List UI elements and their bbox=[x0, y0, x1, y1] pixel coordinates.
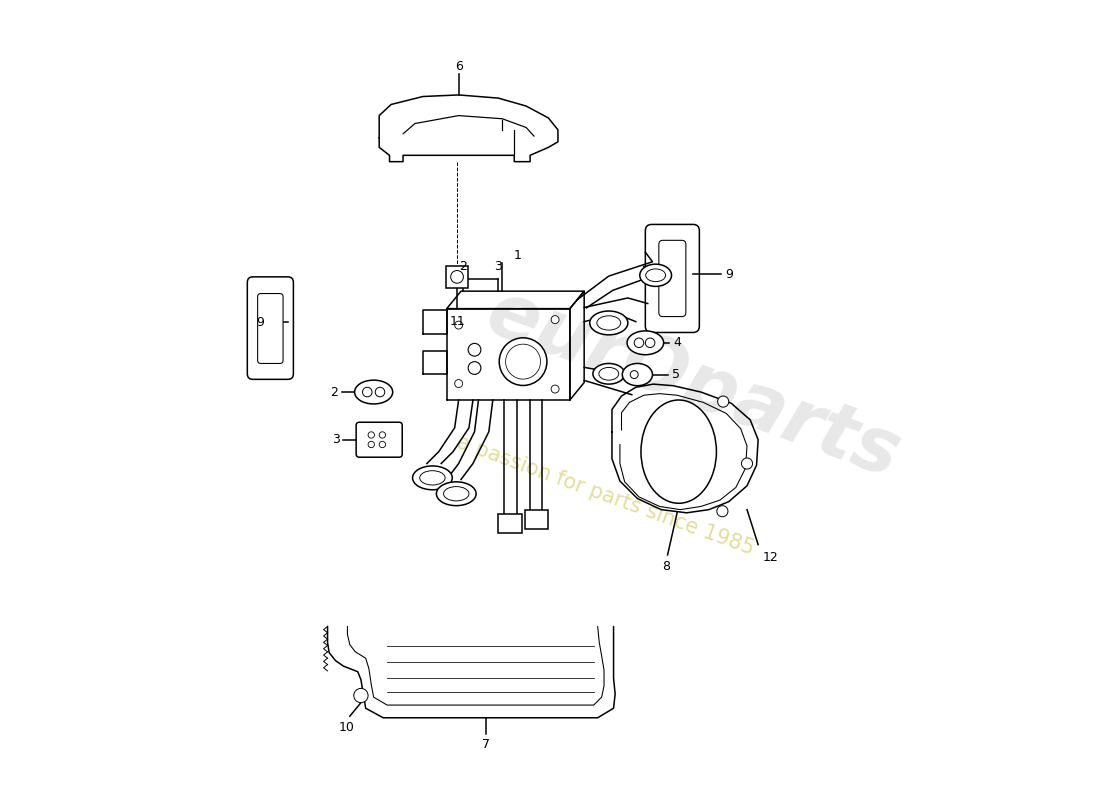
FancyBboxPatch shape bbox=[646, 225, 700, 333]
FancyBboxPatch shape bbox=[498, 514, 522, 534]
Circle shape bbox=[375, 387, 385, 397]
Circle shape bbox=[354, 688, 368, 702]
Text: 7: 7 bbox=[483, 738, 491, 751]
FancyBboxPatch shape bbox=[525, 510, 549, 529]
FancyBboxPatch shape bbox=[659, 240, 686, 317]
Circle shape bbox=[717, 396, 729, 407]
Text: 8: 8 bbox=[662, 561, 670, 574]
Circle shape bbox=[469, 362, 481, 374]
Ellipse shape bbox=[598, 367, 618, 380]
Ellipse shape bbox=[627, 331, 663, 354]
FancyBboxPatch shape bbox=[446, 266, 469, 288]
Circle shape bbox=[635, 338, 643, 347]
Text: 2: 2 bbox=[459, 260, 466, 273]
Circle shape bbox=[646, 338, 654, 347]
Ellipse shape bbox=[623, 363, 652, 386]
FancyBboxPatch shape bbox=[356, 422, 403, 457]
Circle shape bbox=[469, 343, 481, 356]
Ellipse shape bbox=[646, 269, 666, 282]
Circle shape bbox=[741, 458, 752, 469]
Circle shape bbox=[551, 316, 559, 323]
Circle shape bbox=[506, 344, 540, 379]
Text: 4: 4 bbox=[673, 336, 681, 350]
Text: 6: 6 bbox=[454, 60, 463, 73]
Ellipse shape bbox=[597, 316, 620, 330]
Text: eurOparts: eurOparts bbox=[476, 275, 910, 493]
Circle shape bbox=[630, 370, 638, 378]
Text: 12: 12 bbox=[763, 551, 779, 564]
Text: 3: 3 bbox=[331, 434, 340, 446]
Ellipse shape bbox=[640, 264, 671, 286]
Ellipse shape bbox=[420, 470, 446, 485]
Ellipse shape bbox=[593, 363, 625, 384]
Text: 10: 10 bbox=[339, 721, 354, 734]
Circle shape bbox=[368, 432, 374, 438]
Ellipse shape bbox=[437, 482, 476, 506]
Circle shape bbox=[451, 270, 463, 283]
Circle shape bbox=[551, 385, 559, 393]
Ellipse shape bbox=[443, 486, 469, 501]
Text: a passion for parts since 1985: a passion for parts since 1985 bbox=[454, 432, 757, 558]
Text: 5: 5 bbox=[671, 368, 680, 381]
Circle shape bbox=[379, 442, 386, 448]
Circle shape bbox=[499, 338, 547, 386]
Circle shape bbox=[454, 379, 463, 387]
Text: 1: 1 bbox=[514, 249, 521, 262]
Text: 11: 11 bbox=[449, 315, 465, 328]
Ellipse shape bbox=[590, 311, 628, 335]
FancyBboxPatch shape bbox=[257, 294, 283, 363]
Text: 3: 3 bbox=[494, 260, 503, 273]
Text: 9: 9 bbox=[256, 316, 264, 329]
Text: 9: 9 bbox=[725, 268, 733, 281]
Circle shape bbox=[454, 321, 463, 329]
Ellipse shape bbox=[412, 466, 452, 490]
Circle shape bbox=[717, 506, 728, 517]
Circle shape bbox=[368, 442, 374, 448]
Circle shape bbox=[363, 387, 372, 397]
Ellipse shape bbox=[641, 400, 716, 503]
Text: 2: 2 bbox=[330, 386, 338, 398]
FancyBboxPatch shape bbox=[248, 277, 294, 379]
Circle shape bbox=[379, 432, 386, 438]
Ellipse shape bbox=[354, 380, 393, 404]
